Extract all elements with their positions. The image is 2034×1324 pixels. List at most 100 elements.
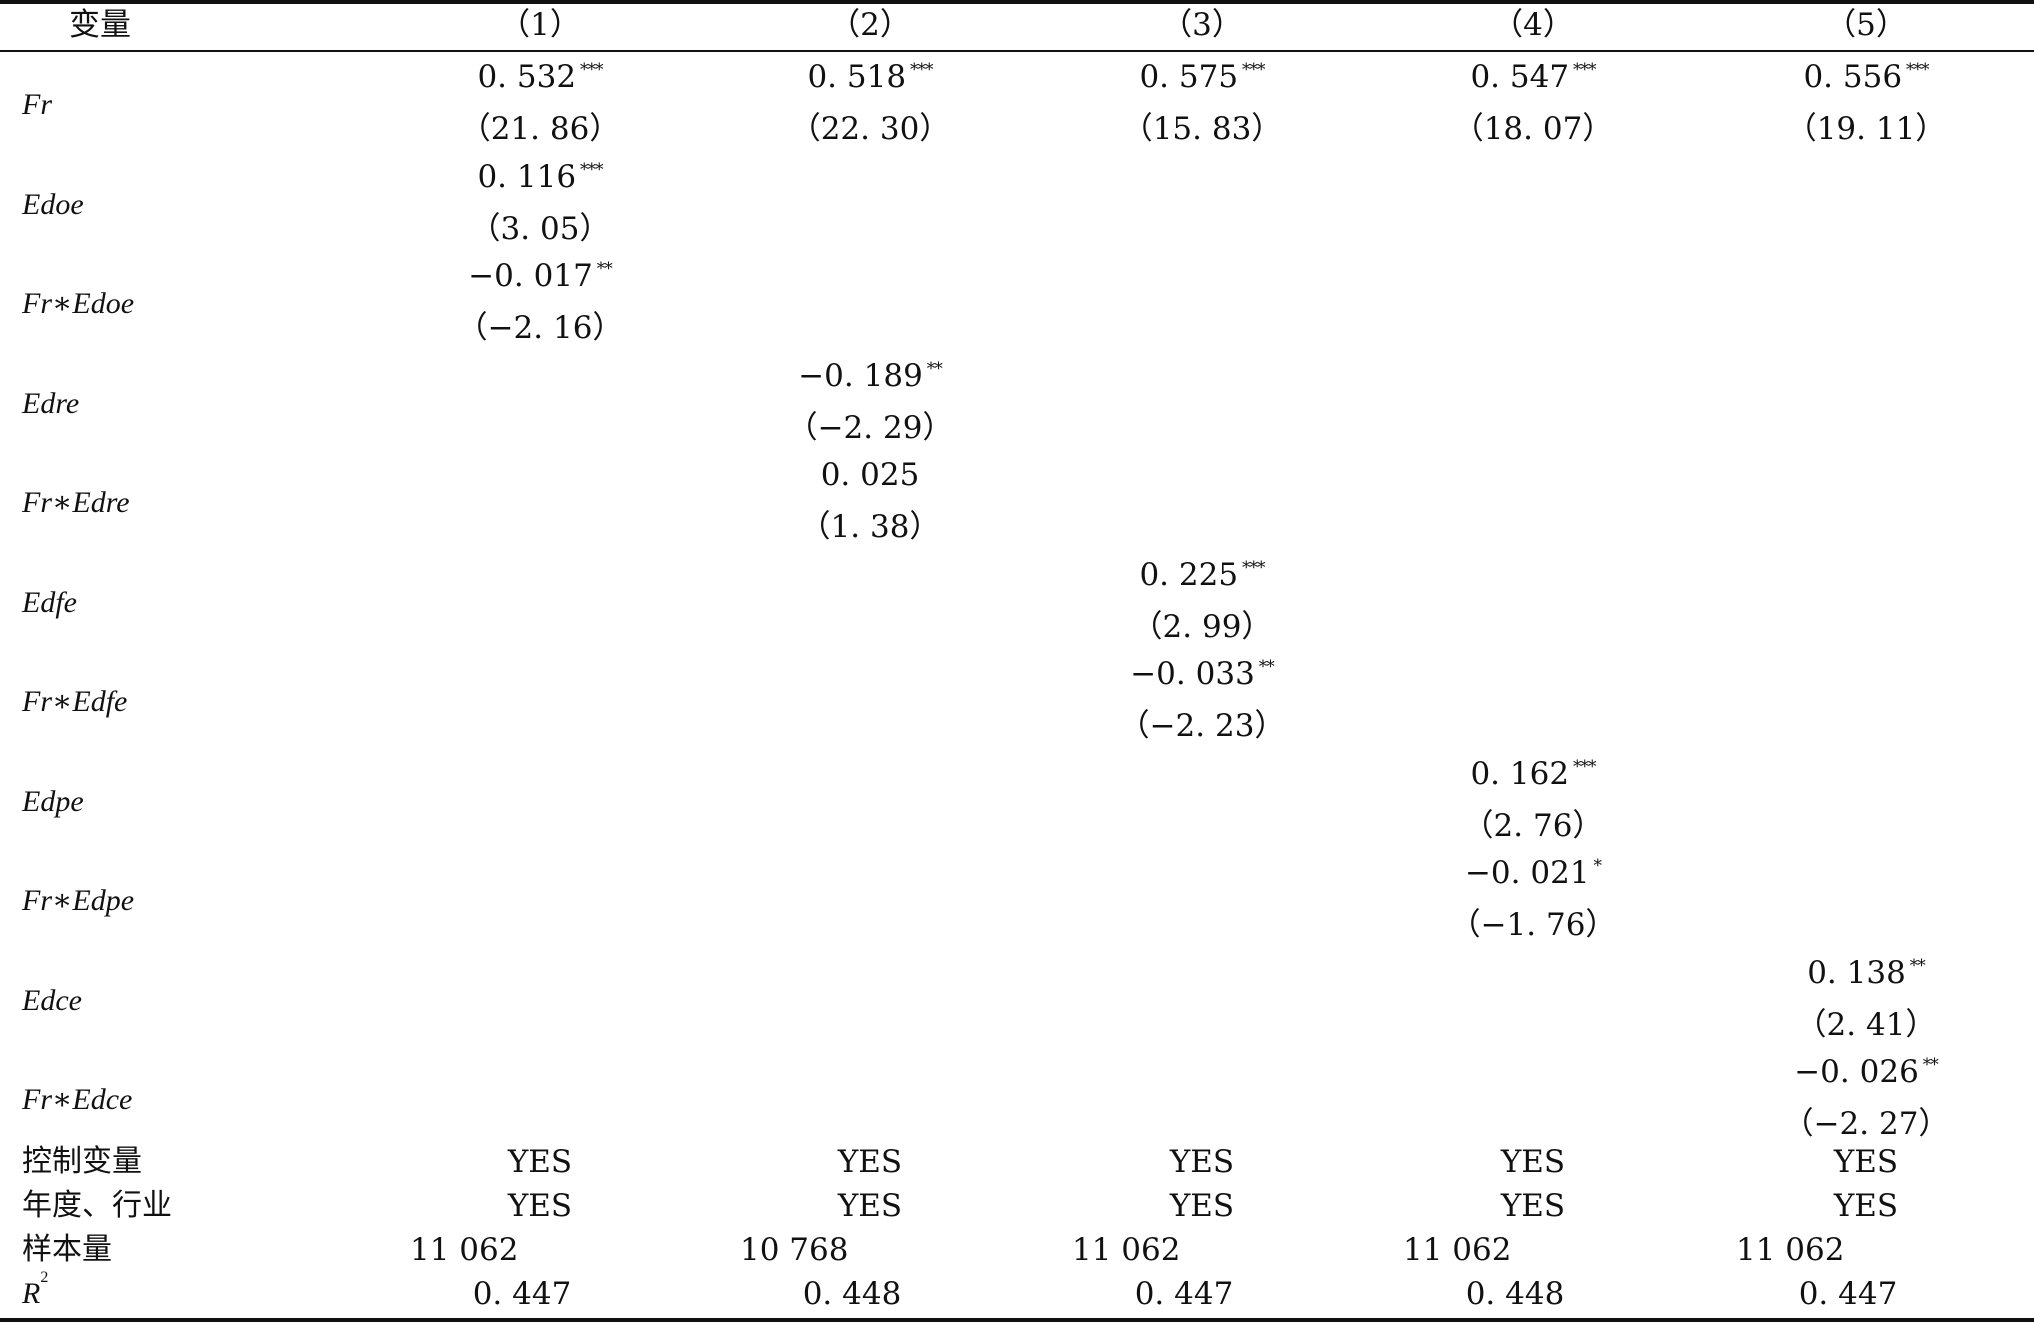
table-top-rule (0, 0, 2034, 4)
coef-value: 0. 116 (477, 158, 577, 195)
coefficient: 0. 518 *** (807, 59, 933, 95)
coef-value: 0. 532 (477, 59, 577, 95)
coefficient: 0. 556 *** (1803, 59, 1929, 95)
footer-value: YES (1833, 1188, 1899, 1224)
significance-stars: *** (1242, 557, 1265, 578)
significance-stars: *** (1573, 756, 1596, 777)
coefficient: −0. 033 ** (1130, 656, 1275, 692)
header-col-1: （1） (499, 7, 581, 43)
coefficient: −0. 189 ** (798, 357, 943, 394)
coef-value: 0. 225 (1139, 556, 1239, 593)
t-statistic: （18. 07） (1452, 111, 1614, 147)
coef-value: −0. 026 (1794, 1054, 1919, 1090)
row-label: Edpe (22, 784, 84, 818)
coef-value: 0. 138 (1807, 954, 1906, 991)
row-label: Edfe (22, 585, 77, 619)
coefficient: 0. 575 *** (1139, 59, 1265, 95)
significance-stars: *** (910, 60, 933, 80)
significance-stars: ** (596, 259, 613, 279)
significance-stars: *** (580, 159, 603, 180)
header-col-3: （3） (1161, 7, 1243, 43)
t-statistic: （−2. 23） (1118, 708, 1286, 744)
footer-value: 10 768 (740, 1232, 849, 1268)
row-label: Edce (22, 983, 82, 1017)
significance-stars: ** (1258, 657, 1275, 677)
t-statistic: （−2. 27） (1782, 1106, 1950, 1142)
significance-stars: *** (1906, 60, 1929, 80)
footer-value: 11 062 (1072, 1232, 1181, 1268)
t-statistic: （−1. 76） (1449, 907, 1617, 943)
footer-value: 11 062 (410, 1232, 519, 1268)
footer-value: 0. 447 (1798, 1276, 1898, 1312)
t-statistic: （19. 11） (1785, 111, 1947, 147)
t-statistic: （2. 76） (1462, 807, 1604, 844)
t-statistic: （21. 86） (459, 111, 621, 147)
t-statistic: （−2. 16） (456, 310, 624, 346)
coefficient: 0. 138 ** (1807, 954, 1926, 991)
row-label: Fr∗Edoe (22, 287, 135, 320)
footer-value: 11 062 (1403, 1232, 1512, 1268)
footer-label: 年度、行业 (22, 1188, 172, 1223)
table-header-rule (0, 50, 2034, 52)
footer-value: 0. 448 (1465, 1276, 1565, 1312)
t-statistic: （2. 41） (1795, 1006, 1937, 1043)
footer-value: 0. 448 (802, 1276, 902, 1312)
header-col-5: （5） (1825, 7, 1907, 43)
coef-value: −0. 033 (1130, 656, 1255, 692)
coef-value: 0. 575 (1139, 59, 1239, 95)
footer-label: 控制变量 (22, 1144, 142, 1179)
footer-value: YES (1833, 1144, 1899, 1180)
coef-value: 0. 162 (1470, 755, 1570, 792)
footer-value: YES (1169, 1188, 1235, 1224)
significance-stars: ** (1922, 1055, 1939, 1075)
footer-label: 样本量 (22, 1232, 112, 1267)
significance-stars: ** (926, 358, 943, 379)
coef-value: 0. 025 (820, 457, 920, 493)
row-label: Fr∗Edce (22, 1083, 133, 1116)
coefficient: 0. 532 *** (477, 59, 603, 95)
coef-value: −0. 021 (1464, 855, 1590, 891)
row-label: Edoe (22, 187, 84, 221)
coefficient: −0. 017 ** (468, 258, 613, 294)
coefficient: 0. 225 *** (1139, 556, 1265, 593)
row-label: Fr (22, 88, 52, 121)
t-statistic: （15. 83） (1121, 111, 1283, 147)
coefficient: 0. 025 (821, 460, 920, 491)
footer-value: YES (1500, 1144, 1566, 1180)
significance-stars: * (1593, 856, 1602, 876)
coefficient: 0. 162 *** (1470, 755, 1596, 792)
coef-value: 0. 547 (1470, 59, 1570, 95)
coefficient: −0. 021 * (1464, 855, 1602, 891)
footer-value: YES (837, 1144, 903, 1180)
header-variable: 变量 (69, 7, 131, 43)
t-statistic: （3. 05） (469, 210, 611, 247)
t-statistic: （2. 99） (1131, 608, 1273, 645)
table-bottom-rule (0, 1318, 2034, 1322)
coefficient: 0. 116 *** (477, 158, 603, 195)
significance-stars: *** (1573, 60, 1596, 80)
coefficient: 0. 547 *** (1470, 59, 1596, 95)
footer-value: YES (507, 1144, 573, 1180)
coef-value: −0. 189 (798, 357, 923, 394)
row-label: Edre (22, 386, 80, 420)
footer-label: R2 (22, 1269, 49, 1310)
footer-value: YES (837, 1188, 903, 1224)
significance-stars: *** (1242, 60, 1265, 80)
header-col-2: （2） (829, 7, 911, 43)
coef-value: 0. 556 (1803, 59, 1903, 95)
significance-stars: *** (580, 60, 603, 80)
footer-value: YES (507, 1188, 573, 1224)
footer-value: 0. 447 (1134, 1276, 1234, 1312)
footer-value: YES (1500, 1188, 1566, 1224)
coef-value: −0. 017 (468, 258, 593, 294)
coef-value: 0. 518 (807, 59, 907, 95)
row-label: Fr∗Edfe (22, 685, 128, 718)
footer-value: 0. 447 (472, 1276, 572, 1312)
header-col-4: （4） (1492, 7, 1574, 43)
row-label: Fr∗Edpe (22, 884, 135, 917)
t-statistic: （22. 30） (789, 111, 951, 147)
significance-stars: ** (1909, 955, 1926, 976)
t-statistic: （1. 38） (799, 509, 941, 545)
coefficient: −0. 026 ** (1794, 1054, 1939, 1090)
superscript: 2 (40, 1269, 49, 1286)
